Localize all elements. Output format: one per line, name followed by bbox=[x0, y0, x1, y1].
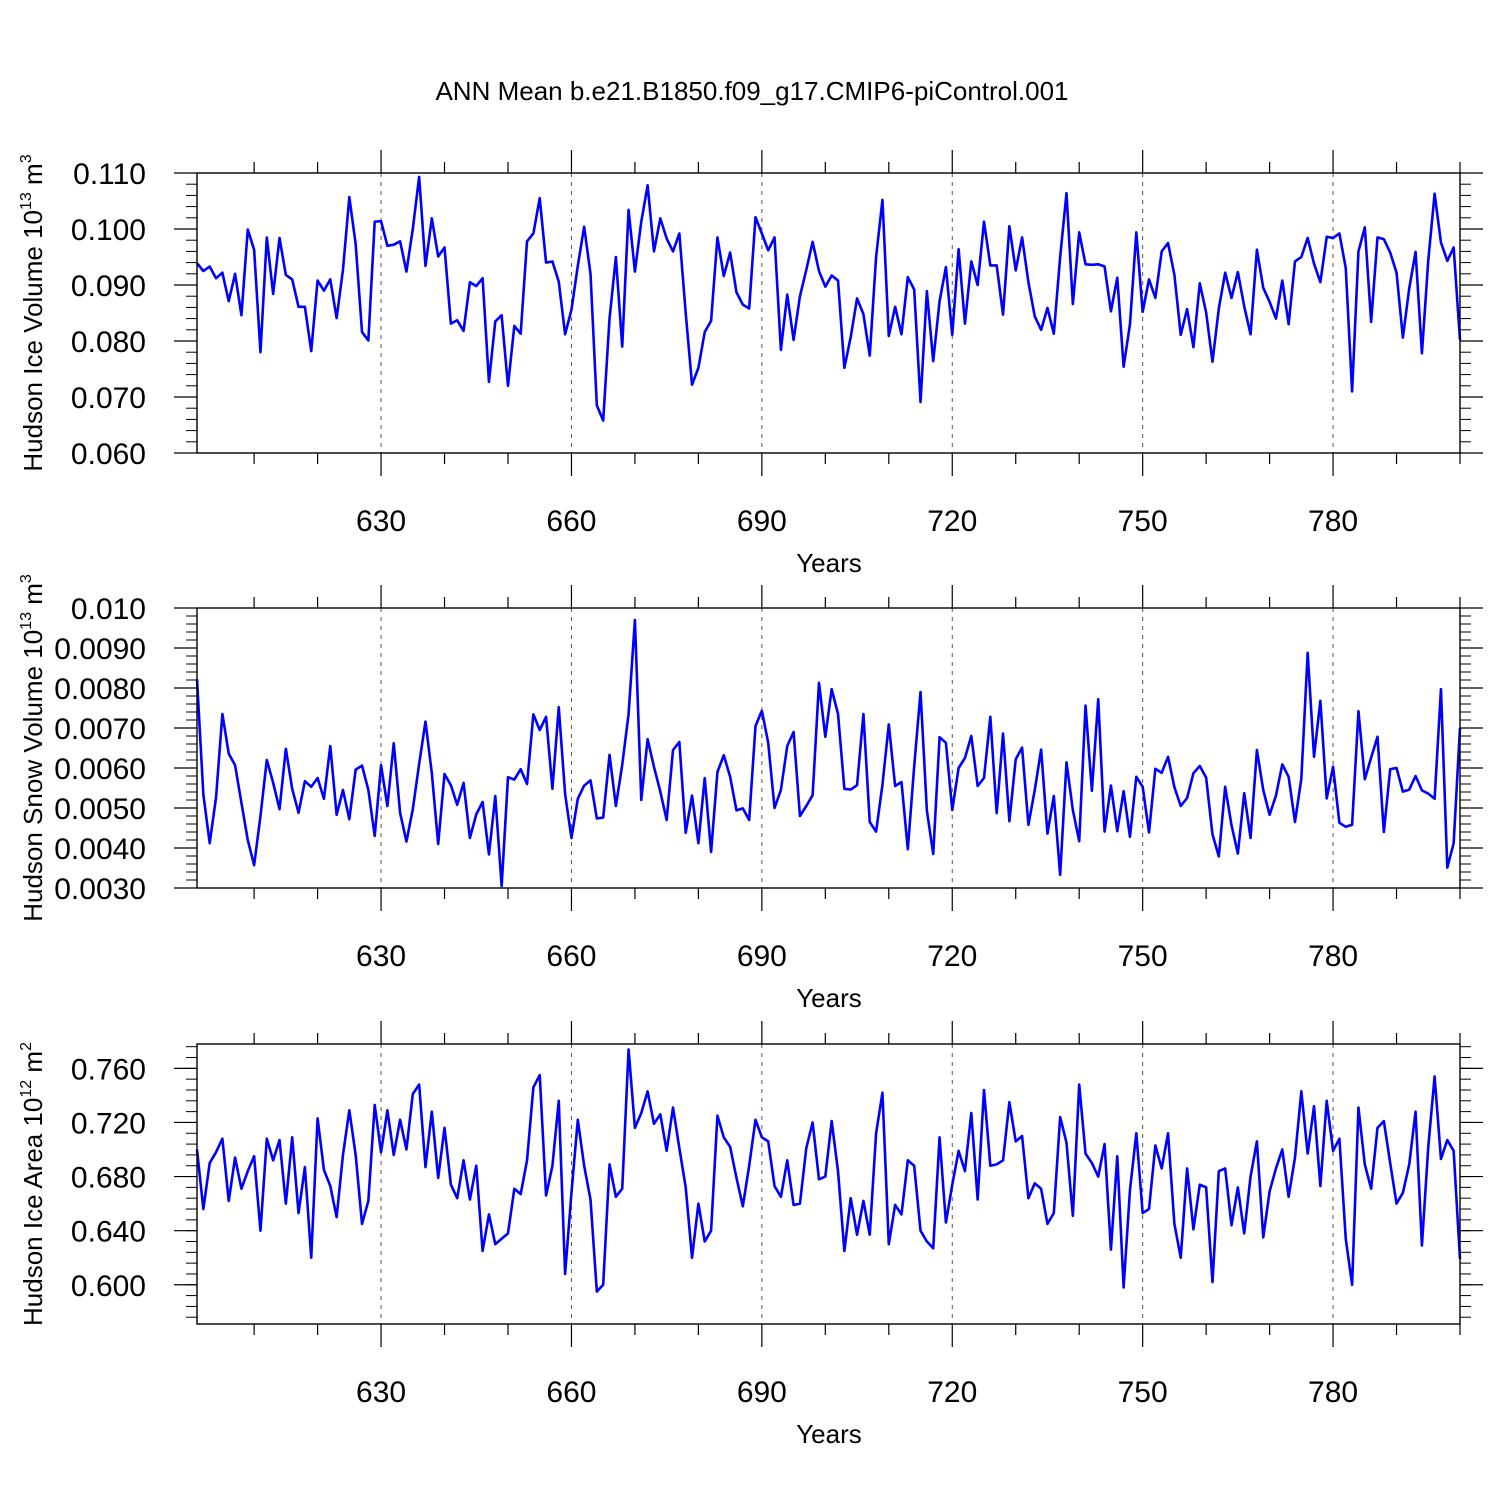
x-tick-label: 690 bbox=[737, 1376, 787, 1409]
x-tick-label: 750 bbox=[1118, 505, 1168, 538]
y-tick-label: 0.0080 bbox=[54, 673, 146, 706]
x-tick-label: 690 bbox=[737, 505, 787, 538]
y-axis-title-text: Hudson Ice Area 10 bbox=[18, 1098, 48, 1326]
x-tick-label: 780 bbox=[1308, 1376, 1358, 1409]
panel-1: 0.060 0.070 0.080 0.090 0.100 0.110 630 660 690 7… bbox=[18, 150, 1483, 578]
panel-2: 0.0030 0.0040 0.0050 0.0060 0.0070 0.0080 0.00… bbox=[18, 574, 1483, 1013]
x-axis-title: Years bbox=[796, 983, 862, 1013]
y-tick-label: 0.0070 bbox=[54, 713, 146, 746]
panels: 0.060 0.070 0.080 0.090 0.100 0.110 630 660 690 7… bbox=[18, 150, 1483, 1449]
y-tick-label: 0.600 bbox=[71, 1270, 146, 1303]
y-axis-title-exponent: 13 bbox=[18, 192, 35, 210]
panel-3: 0.600 0.640 0.680 0.720 0.760 630 660 690 720 750… bbox=[18, 1021, 1483, 1449]
y-axis-title-text: Hudson Snow Volume 10 bbox=[18, 630, 48, 922]
y-axis-title: Hudson Snow Volume 1013 m3 bbox=[18, 574, 48, 922]
y-axis-title: Hudson Ice Area 1012 m2 bbox=[18, 1042, 48, 1326]
x-tick-label: 780 bbox=[1308, 940, 1358, 973]
y-tick-label: 0.110 bbox=[73, 158, 146, 191]
y-tick-label: 0.010 bbox=[71, 593, 146, 626]
y-tick-label: 0.0060 bbox=[54, 753, 146, 786]
x-axis-title: Years bbox=[796, 1419, 862, 1449]
y-axis-title-unit-exponent: 3 bbox=[18, 574, 35, 583]
plot-frame bbox=[196, 607, 1461, 889]
y-axis-title-exponent: 12 bbox=[18, 1080, 35, 1098]
figure-title: ANN Mean b.e21.B1850.f09_g17.CMIP6-piCon… bbox=[435, 76, 1068, 106]
x-tick-label: 780 bbox=[1308, 505, 1358, 538]
x-tick-label: 720 bbox=[927, 940, 977, 973]
y-tick-label: 0.640 bbox=[71, 1216, 146, 1249]
x-axis-title: Years bbox=[796, 548, 862, 578]
x-tick-label: 660 bbox=[546, 940, 596, 973]
y-tick-label: 0.070 bbox=[71, 382, 146, 415]
series-line-3 bbox=[195, 1048, 1462, 1293]
y-tick-label: 0.720 bbox=[71, 1107, 146, 1140]
x-tick-label: 660 bbox=[546, 1376, 596, 1409]
y-tick-label: 0.680 bbox=[71, 1162, 146, 1195]
x-tick-label: 630 bbox=[356, 1376, 406, 1409]
x-tick-label: 750 bbox=[1118, 1376, 1168, 1409]
y-tick-label: 0.0090 bbox=[54, 633, 146, 666]
plot-frame bbox=[196, 1043, 1461, 1325]
x-tick-label: 630 bbox=[356, 940, 406, 973]
x-tick-label: 720 bbox=[927, 1376, 977, 1409]
y-tick-label: 0.0040 bbox=[54, 833, 146, 866]
y-tick-label: 0.0050 bbox=[54, 793, 146, 826]
x-tick-label: 750 bbox=[1118, 940, 1168, 973]
x-tick-label: 720 bbox=[927, 505, 977, 538]
plot-frame bbox=[196, 172, 1461, 454]
y-axis-title-unit-exponent: 3 bbox=[18, 154, 35, 163]
y-tick-label: 0.760 bbox=[71, 1053, 146, 1086]
y-tick-label: 0.0030 bbox=[54, 873, 146, 906]
y-axis-title-text: Hudson Ice Volume 10 bbox=[18, 210, 48, 472]
series-line-1 bbox=[195, 175, 1462, 422]
y-axis-title-unit: m bbox=[18, 163, 48, 192]
y-axis-title-unit: m bbox=[18, 583, 48, 612]
y-tick-label: 0.100 bbox=[71, 214, 146, 247]
y-axis-title-unit: m bbox=[18, 1051, 48, 1080]
y-tick-label: 0.060 bbox=[71, 438, 146, 471]
y-axis-title-exponent: 13 bbox=[18, 612, 35, 630]
y-axis-title: Hudson Ice Volume 1013 m3 bbox=[18, 154, 48, 471]
series-line-2 bbox=[195, 618, 1462, 888]
y-tick-label: 0.080 bbox=[71, 326, 146, 359]
y-tick-label: 0.090 bbox=[71, 270, 146, 303]
x-tick-label: 660 bbox=[546, 505, 596, 538]
y-axis-title-unit-exponent: 2 bbox=[18, 1042, 35, 1051]
x-tick-label: 630 bbox=[356, 505, 406, 538]
x-tick-label: 690 bbox=[737, 940, 787, 973]
